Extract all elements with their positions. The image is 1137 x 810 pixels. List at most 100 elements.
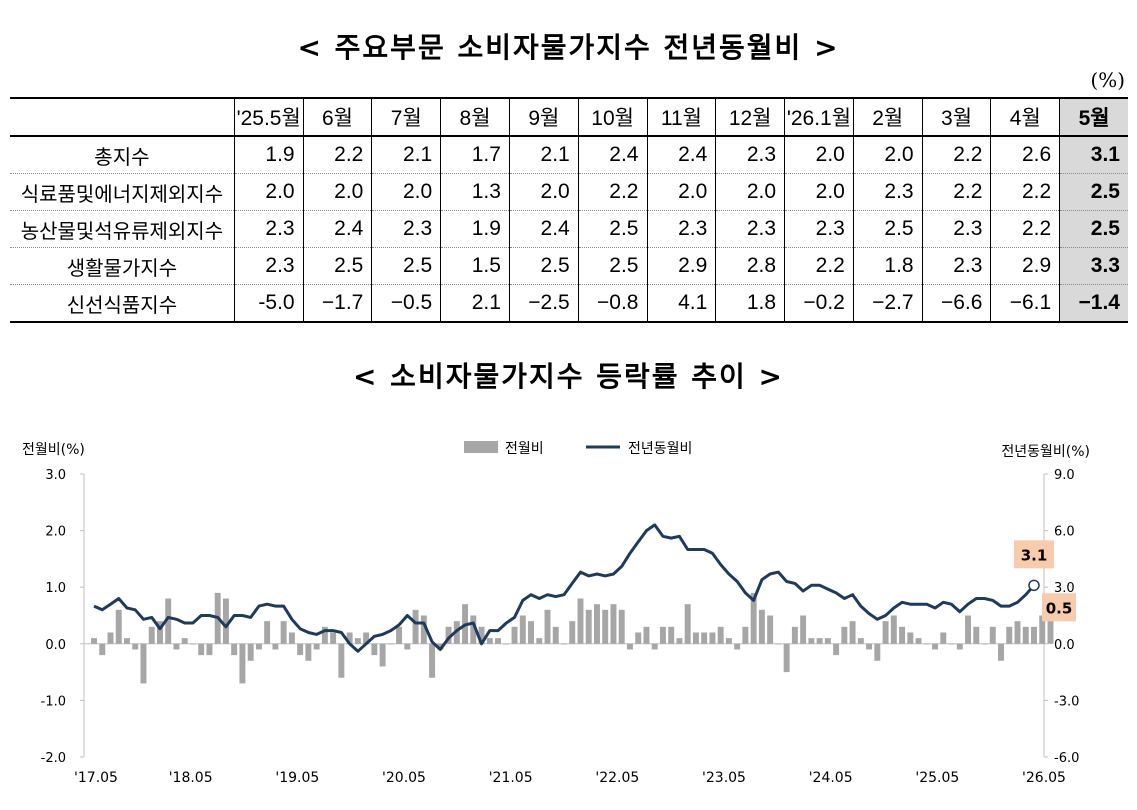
table-cell: 2.2 (922, 136, 992, 174)
table-cell: 2.2 (990, 210, 1061, 248)
table-cell: 2.4 (509, 210, 579, 248)
x-tick-label: '24.05 (809, 770, 853, 786)
mom-bar (148, 626, 155, 644)
callout-yoy-label: 3.1 (1021, 546, 1048, 564)
mom-bar (313, 643, 320, 650)
left-tick-label: 0.0 (45, 638, 66, 653)
mom-bar (783, 643, 790, 673)
table-cell: 2.4 (647, 136, 717, 174)
table-cell-highlight: 3.1 (1059, 136, 1128, 174)
mom-bar (709, 632, 716, 644)
header-col: 4월 (990, 98, 1061, 136)
row-label: 총지수 (10, 136, 235, 174)
left-tick-label: 3.0 (45, 468, 66, 483)
x-tick-label: '17.05 (74, 770, 118, 786)
right-tick-label: 6.0 (1054, 525, 1075, 540)
mom-bar (989, 626, 996, 644)
mom-bar (305, 643, 312, 661)
table-cell: 2.3 (715, 136, 786, 174)
mom-bar (91, 638, 97, 644)
mom-bar (519, 615, 526, 644)
mom-bar (189, 643, 196, 645)
mom-bar (99, 643, 106, 656)
table-cell: 2.0 (784, 136, 854, 174)
left-tick-label: -2.0 (41, 751, 66, 766)
mom-bar (866, 643, 873, 650)
header-col: '25.5월 (234, 98, 304, 136)
mom-bar (206, 643, 213, 656)
left-tick-label: 2.0 (45, 525, 66, 540)
mom-bar (1022, 626, 1029, 644)
mom-bar (915, 638, 922, 644)
mom-bar (404, 643, 411, 650)
table-cell: 2.1 (371, 136, 442, 174)
mom-bar (239, 643, 246, 684)
x-tick-label: '19.05 (275, 770, 319, 786)
mom-bar (824, 638, 831, 644)
mom-bar (181, 638, 188, 644)
mom-bar (676, 638, 683, 644)
table-cell: 1.8 (853, 247, 923, 285)
mom-bar (907, 632, 914, 644)
mom-bar (222, 598, 229, 644)
table-cell: 2.5 (853, 210, 923, 248)
callout-mom-box (1042, 593, 1076, 622)
table-cell: 2.0 (715, 173, 786, 211)
mom-bar (626, 643, 633, 650)
header-col: 7월 (371, 98, 442, 136)
mom-bar (948, 643, 955, 645)
mom-bar (808, 638, 815, 644)
mom-bar (956, 643, 963, 650)
mom-bar (701, 632, 708, 644)
yoy-line (93, 523, 1036, 653)
x-tick-label: '18.05 (169, 770, 213, 786)
mom-bar (107, 632, 114, 644)
table-cell: 2.0 (234, 173, 304, 211)
table-row: 신선식품지수 -5.0 −1.7 −0.5 2.1 −2.5 −0.8 4.1 1.8 −0.2−… (10, 284, 1128, 322)
table-cell: 1.8 (715, 284, 786, 322)
mom-bar (198, 643, 205, 656)
table-cell: −2.7 (853, 284, 923, 322)
header-col: 2월 (853, 98, 923, 136)
yoy-end-marker (1028, 579, 1040, 592)
table-cell: 1.9 (234, 136, 304, 174)
right-tick-label: 3.0 (1054, 581, 1075, 596)
left-tick-label: 1.0 (45, 581, 66, 596)
mom-bar (297, 643, 304, 656)
table-cell: 2.2 (990, 173, 1061, 211)
x-tick-label: '20.05 (382, 770, 426, 786)
mom-bar (890, 615, 897, 644)
mom-bar (742, 626, 749, 644)
table-cell: −1.7 (303, 284, 373, 322)
mom-bar (173, 643, 180, 650)
mom-bar (1006, 626, 1013, 644)
table-cell: 2.3 (784, 210, 854, 248)
mom-bar (833, 643, 840, 656)
mom-bar (363, 632, 370, 644)
table-cell: 2.3 (715, 210, 786, 248)
row-label: 생활물가지수 (10, 247, 235, 285)
table-cell: 2.4 (303, 210, 373, 248)
chart-title: < 소비자물가지수 등락률 추이 > (352, 360, 785, 393)
mom-bar (437, 643, 444, 650)
mom-bar (486, 638, 493, 644)
table-cell-highlight: 2.5 (1059, 173, 1128, 211)
table-cell: 2.0 (784, 173, 854, 211)
mom-bar (503, 643, 510, 645)
row-label: 농산물및석유류제외지수 (10, 210, 235, 248)
table-cell: 2.5 (303, 247, 373, 285)
table-cell: 1.5 (440, 247, 510, 285)
mom-bar (791, 626, 798, 644)
table-cell: 2.2 (578, 173, 648, 211)
table-cell-highlight: 2.5 (1059, 210, 1128, 248)
table-cell-highlight: −1.4 (1059, 284, 1128, 322)
table-cell: 1.7 (440, 136, 510, 174)
mom-bar (767, 615, 774, 644)
mom-bar (775, 643, 782, 645)
legend-bar-label: 전월비 (505, 441, 544, 457)
table-cell: 1.3 (440, 173, 510, 211)
mom-bar (981, 643, 988, 645)
mom-bar (387, 643, 394, 645)
table-cell: 2.0 (853, 136, 923, 174)
x-tick-label: '23.05 (702, 770, 746, 786)
